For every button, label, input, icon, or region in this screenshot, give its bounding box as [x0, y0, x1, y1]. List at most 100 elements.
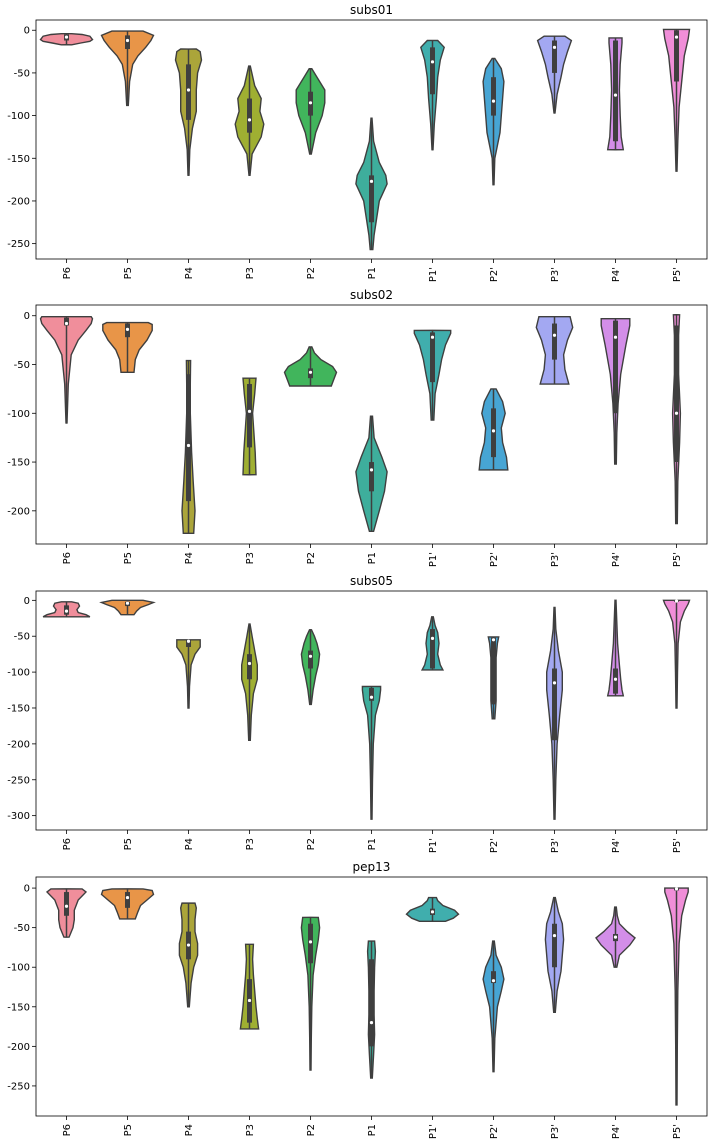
violin-median-dot [369, 1021, 374, 1025]
x-tick-label: P4' [611, 1124, 622, 1139]
violin-median-dot [430, 636, 435, 640]
violin-p3-prime [544, 896, 565, 1014]
y-tick-label: 0 [24, 596, 30, 607]
x-tick-label: P6 [62, 267, 73, 279]
violin-p3 [239, 943, 260, 1030]
y-tick-label: 0 [24, 26, 30, 37]
x-tick-label: P1' [428, 1124, 439, 1139]
x-tick-label: P2' [489, 838, 500, 853]
violin-median-dot [491, 429, 496, 433]
y-tick-label: -100 [7, 668, 30, 679]
violin-p4 [174, 48, 203, 177]
violin-p4-prime [595, 906, 636, 968]
violin-median-dot [552, 933, 557, 938]
violin-median-dot [308, 101, 313, 105]
violin-p2 [283, 346, 338, 387]
violin-median-dot [613, 335, 618, 339]
x-tick-label: P1' [428, 552, 439, 567]
violin-median-dot [186, 639, 191, 643]
x-tick-label: P2' [489, 267, 500, 282]
violin-median-dot [64, 904, 69, 908]
violin-p2-prime [482, 940, 505, 1073]
violin-p2-prime [478, 388, 509, 471]
y-tick-label: -150 [7, 458, 30, 469]
violin-median-dot [674, 35, 679, 39]
violin-median-dot [308, 940, 313, 944]
x-tick-label: P1' [428, 838, 439, 853]
x-tick-label: P3 [245, 838, 256, 850]
x-tick-label: P2 [306, 838, 317, 850]
x-tick-label: P4 [184, 267, 195, 279]
x-tick-label: P6 [62, 1124, 73, 1136]
violin-median-dot [125, 895, 130, 900]
violin-p3 [234, 65, 265, 177]
violin-p1-prime [420, 39, 445, 151]
y-tick-label: -50 [14, 923, 30, 934]
violin-median-dot [430, 910, 435, 914]
y-tick-label: -200 [7, 1042, 30, 1053]
violin-p1-prime [420, 616, 445, 671]
y-tick-label: -50 [14, 360, 30, 371]
x-tick-label: P3 [245, 1124, 256, 1136]
violin-median-dot [125, 38, 130, 43]
violin-median-dot [369, 695, 374, 699]
violin-p6 [39, 32, 94, 46]
y-tick-label: -200 [7, 506, 30, 517]
violin-p2-prime [482, 57, 505, 186]
violin-p1 [355, 117, 388, 251]
violin-p5-prime [662, 28, 691, 172]
violin-median-dot [613, 93, 618, 97]
violin-p1-prime [405, 896, 460, 923]
panel-subs01: subs01 0 -50 -100 -150 -200 -250 P6 P5 P4 P3 P2 P1 P1… [7, 3, 708, 282]
violin-p5-prime [671, 314, 682, 525]
y-tick-label: -250 [7, 775, 30, 786]
violin-median-dot [64, 609, 69, 613]
x-tick-label: P4' [611, 552, 622, 567]
violin-median-dot [552, 45, 557, 49]
y-tick-label: -50 [14, 632, 30, 643]
violin-p5 [100, 30, 155, 107]
violin-median-dot [247, 661, 252, 666]
x-tick-label: P6 [62, 838, 73, 850]
violin-median-dot [674, 599, 679, 603]
violin-p2-prime [487, 636, 500, 720]
y-tick-label: -200 [7, 739, 30, 750]
chart-title: subs02 [350, 288, 393, 302]
y-tick-label: -100 [7, 111, 30, 122]
violin-median-dot [491, 99, 496, 103]
violin-p6 [45, 888, 88, 938]
x-tick-label: P2 [306, 267, 317, 279]
panel-subs05: subs05 0 -50 -100 -150 -200 -250 -300 P6 P5 P4 P3 P2… [7, 574, 708, 853]
violin-p3-prime [546, 606, 563, 820]
y-tick-label: -100 [7, 409, 30, 420]
x-tick-label: P5 [123, 1124, 134, 1136]
x-tick-label: P2' [489, 552, 500, 567]
violin-p4 [181, 359, 196, 535]
violin-p6 [39, 315, 94, 424]
x-tick-label: P2 [306, 552, 317, 564]
violin-p4-prime [606, 37, 625, 151]
x-tick-label: P4 [184, 1124, 195, 1136]
chart-title: subs05 [350, 574, 393, 588]
x-tick-label: P6 [62, 552, 73, 564]
violin-median-dot [491, 979, 496, 983]
violin-median-dot [430, 60, 435, 64]
violin-p6 [42, 601, 91, 618]
x-tick-label: P5' [672, 267, 683, 282]
violin-median-dot [552, 333, 557, 337]
violin-median-dot [125, 601, 130, 605]
violin-median-dot [552, 681, 557, 685]
y-tick-label: -100 [7, 963, 30, 974]
violin-p5-prime [662, 599, 691, 709]
violin-p5 [102, 321, 153, 374]
y-tick-label: -150 [7, 154, 30, 165]
panel-subs02: subs02 0 -50 -100 -150 -200 P6 P5 P4 P3 P2 P1 P1' P2'… [7, 288, 708, 567]
chart-title: pep13 [353, 860, 391, 874]
violin-p4 [178, 902, 199, 1008]
violin-median-dot [491, 638, 496, 642]
y-tick-label: -150 [7, 1002, 30, 1013]
x-tick-label: P5 [123, 552, 134, 564]
y-tick-label: 0 [24, 311, 30, 322]
x-tick-label: P5 [123, 838, 134, 850]
